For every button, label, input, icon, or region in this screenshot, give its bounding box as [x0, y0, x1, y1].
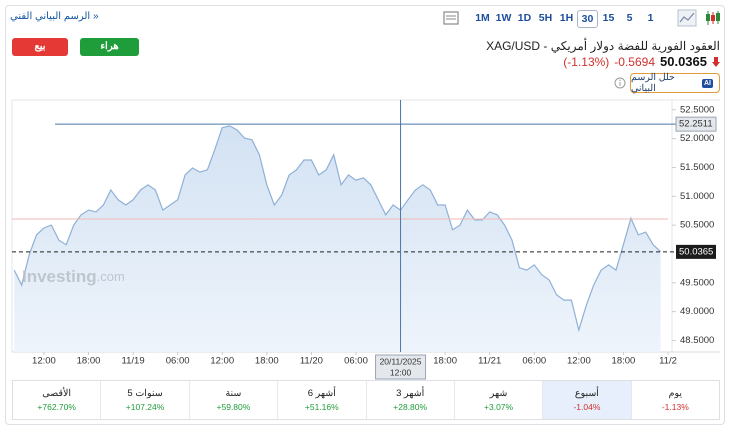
crosshair-y-label: 52.2511 — [679, 119, 713, 130]
crosshair-y-box — [675, 116, 717, 132]
performance-cell[interactable]: شهر +3.07% — [453, 381, 542, 419]
x-tick-label: 06:00 — [344, 356, 368, 367]
line-chart-icon[interactable] — [677, 9, 697, 27]
period-change: +3.07% — [484, 402, 514, 412]
y-tick-label: 52.5000 — [680, 104, 714, 115]
period-label: 5 سنوات — [127, 388, 163, 399]
y-tick-label: 49.0000 — [680, 306, 714, 317]
performance-cell[interactable]: 3 أشهر +28.80% — [365, 381, 454, 419]
analyze-button[interactable]: حلل الرسم البياني AI — [630, 72, 720, 94]
period-label: أسبوع — [574, 388, 599, 399]
period-label: شهر — [489, 388, 508, 399]
period-change: +59.80% — [216, 402, 251, 412]
price: 50.0365 — [660, 54, 707, 69]
x-tick-label: 18:00 — [433, 356, 457, 367]
crosshair-x-label: 20/11/2025 — [380, 356, 422, 366]
performance-cell[interactable]: يوم -1.13% — [630, 381, 719, 419]
x-tick-label: 12:00 — [32, 356, 56, 367]
area-fill — [14, 125, 661, 353]
period-change: +107.24% — [125, 402, 165, 412]
crosshair-x-label: 12:00 — [390, 367, 412, 377]
period-change: +28.80% — [393, 402, 428, 412]
crosshair-x-box — [375, 354, 427, 380]
period-change: -1.04% — [573, 402, 601, 412]
x-tick-label: 11/19 — [122, 356, 145, 367]
current-price-label: 50.0365 — [679, 246, 713, 257]
instrument-title: XAG/USD - العقود الفورية للفضة دولار أمر… — [486, 39, 720, 53]
period-label: الأقصى — [42, 388, 72, 399]
info-icon[interactable] — [614, 77, 626, 89]
performance-bar: الأقصى +762.70% 5 سنوات +107.24% سنة +59.80% 6… — [12, 380, 720, 420]
y-tick-label: 48.5000 — [680, 335, 714, 346]
timeframe-button[interactable]: 5H — [538, 12, 553, 24]
change-percent: (-1.13%) — [563, 54, 610, 69]
watermark-part: Investing — [22, 267, 97, 286]
timeframe-button[interactable]: 15 — [602, 12, 615, 24]
watermark: Investing.com — [22, 267, 125, 286]
y-tick-label: 49.5000 — [680, 277, 714, 288]
change: -0.5694 — [614, 54, 655, 69]
performance-cell[interactable]: 5 سنوات +107.24% — [100, 381, 188, 419]
price-line — [13, 125, 662, 333]
timeframe-button[interactable]: 1 — [647, 12, 654, 24]
y-tick-label: 51.5000 — [680, 162, 714, 173]
x-tick-label: 11/20 — [300, 356, 323, 367]
x-tick-label: 11/2 — [659, 356, 677, 367]
technical-chart-link[interactable]: الرسم البياني الفني » — [10, 11, 99, 22]
widget-frame — [5, 5, 725, 425]
sell-button[interactable]: بيع — [12, 38, 68, 56]
analyze-label: حلل الرسم البياني — [631, 72, 675, 94]
y-tick-label: 51.0000 — [680, 191, 714, 202]
x-tick-label: 11/21 — [478, 356, 501, 367]
x-tick-label: 12:00 — [567, 356, 591, 367]
candle-chart-icon[interactable] — [704, 9, 722, 27]
y-tick-label: 52.0000 — [680, 133, 714, 144]
timeframe-bar: 1M 1W 1D 5H 1H 30 15 5 1 — [472, 10, 661, 28]
x-tick-label: 18:00 — [612, 356, 636, 367]
performance-cell[interactable]: الأقصى +762.70% — [13, 381, 100, 419]
price-row: (-1.13%) -0.5694 50.0365 — [563, 54, 720, 69]
period-change: +762.70% — [37, 402, 76, 412]
timeframe-button[interactable]: 1W — [495, 12, 512, 24]
current-price-box — [676, 244, 716, 259]
settings-icon[interactable] — [442, 10, 460, 26]
x-tick-label: 06:00 — [522, 356, 546, 367]
period-label: 3 أشهر — [396, 388, 425, 399]
buy-button[interactable]: هراء — [80, 38, 139, 56]
period-label: سنة — [225, 388, 242, 399]
period-change: -1.13% — [661, 402, 689, 412]
performance-cell[interactable]: أسبوع -1.04% — [542, 381, 631, 419]
ai-badge: AI — [702, 78, 713, 88]
period-label: 6 أشهر — [307, 388, 336, 399]
timeframe-button[interactable]: 1D — [517, 12, 532, 24]
timeframe-button[interactable]: 30 — [577, 10, 598, 28]
performance-cell[interactable]: سنة +59.80% — [188, 381, 277, 419]
timeframe-button[interactable]: 5 — [626, 12, 633, 24]
y-tick-label: 50.5000 — [680, 220, 714, 231]
timeframe-button[interactable]: 1M — [475, 12, 490, 24]
performance-cell[interactable]: 6 أشهر +51.16% — [277, 381, 365, 419]
watermark-part: .com — [97, 269, 125, 284]
x-tick-label: 06:00 — [166, 356, 190, 367]
timeframe-button[interactable]: 1H — [559, 12, 574, 24]
period-change: +51.16% — [304, 402, 339, 412]
down-arrow — [712, 56, 720, 67]
x-tick-label: 18:00 — [255, 356, 279, 367]
period-label: يوم — [668, 388, 683, 399]
x-tick-label: 12:00 — [210, 356, 234, 367]
x-tick-label: 18:00 — [77, 356, 101, 367]
